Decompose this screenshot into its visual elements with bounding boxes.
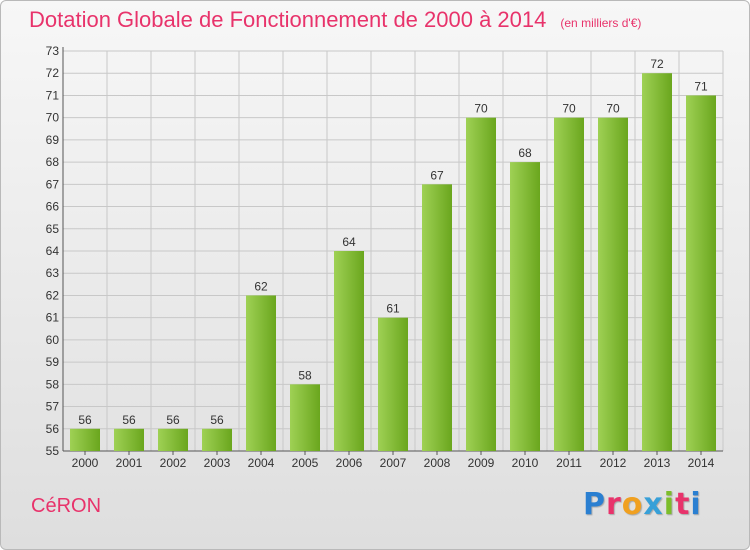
title-text: Dotation Globale de Fonctionnement de 20… [29,7,547,32]
y-tick-label: 59 [46,355,60,369]
bars [70,73,716,452]
commune-name: CéRON [31,495,102,517]
logo-letter: i [663,487,676,522]
value-label: 68 [518,146,532,160]
bar [510,162,540,451]
y-tick-label: 73 [46,44,60,58]
y-tick-label: 67 [46,177,60,191]
y-tick-label: 56 [46,422,60,436]
logo-letter: t [675,487,691,522]
x-tick-label: 2010 [512,456,539,470]
bar [422,184,452,452]
y-tick-label: 62 [46,288,60,302]
x-tick-label: 2001 [116,456,143,470]
value-label: 70 [606,102,620,116]
value-label: 58 [298,368,312,382]
x-tick-label: 2006 [336,456,363,470]
x-tick-label: 2014 [688,456,715,470]
x-tick-label: 2011 [556,456,582,470]
value-label: 70 [474,102,488,116]
y-tick-label: 68 [46,155,60,169]
value-label: 70 [562,102,576,116]
value-label: 71 [694,79,708,93]
bar [290,384,320,451]
bar [246,295,276,451]
x-tick-label: 2000 [72,456,99,470]
bar [642,73,672,451]
x-tick-label: 2013 [644,456,671,470]
bar [686,95,716,451]
value-label: 56 [210,413,224,427]
y-tick-label: 65 [46,222,60,236]
x-tick-label: 2008 [424,456,451,470]
value-label: 61 [386,302,400,316]
y-tick-label: 69 [46,133,60,147]
chart-title: Dotation Globale de Fonctionnement de 20… [29,7,641,33]
logo-letter: P [583,487,606,522]
y-tick-label: 72 [46,66,60,80]
bar [598,117,628,452]
value-label: 56 [122,413,136,427]
value-label: 67 [430,168,444,182]
value-label: 62 [254,279,268,293]
chart-subtitle: (en milliers d'€) [560,16,642,30]
logo-letter: r [606,487,622,522]
bar [334,251,364,451]
y-tick-label: 70 [46,111,60,125]
y-tick-label: 66 [46,200,60,214]
bar [70,428,100,451]
value-label: 72 [650,57,664,71]
x-tick-label: 2005 [292,456,319,470]
x-tick-label: 2004 [248,456,275,470]
value-label: 64 [342,235,356,249]
y-tick-label: 63 [46,266,60,280]
bar [202,428,232,451]
value-label: 56 [166,413,180,427]
value-label: 56 [78,413,92,427]
x-tick-label: 2007 [380,456,407,470]
x-tick-label: 2012 [600,456,627,470]
logo-letter: x [643,487,664,522]
y-tick-label: 58 [46,377,60,391]
bar [158,428,188,451]
y-tick-label: 71 [46,88,60,102]
x-tick-label: 2009 [468,456,495,470]
x-tick-label: 2003 [204,456,231,470]
logo-letter: i [690,487,702,522]
bar [554,117,584,452]
y-tick-label: 57 [46,400,60,414]
bar [378,317,408,451]
logo-letter: o [621,487,644,522]
y-tick-label: 60 [46,333,60,347]
x-tick-label: 2002 [160,456,187,470]
bar [466,117,496,452]
y-tick-label: 64 [46,244,60,258]
labels: 55 56 57 58 59 60 61 62 63 64 65 66 67 68 69 70 71 72 73 56… [46,44,715,470]
y-tick-label: 55 [46,444,60,458]
proxiti-logo: Proxiti [583,487,702,522]
bar [114,428,144,451]
y-tick-label: 61 [46,311,60,325]
